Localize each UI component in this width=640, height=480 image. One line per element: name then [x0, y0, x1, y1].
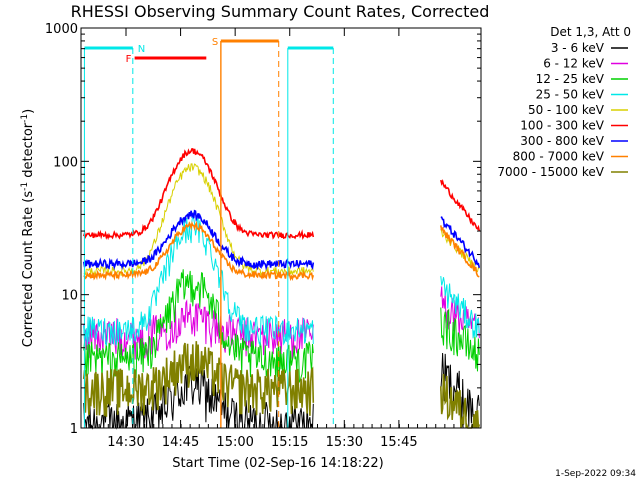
x-tick-label: 15:15	[271, 435, 308, 450]
legend-label: 25 - 50 keV	[536, 88, 605, 102]
y-axis-label-mid: detector	[21, 122, 36, 182]
series-line	[83, 215, 314, 347]
y-tick-label: 10	[61, 289, 78, 304]
annotation-label: F	[126, 54, 132, 65]
legend-label: 300 - 800 keV	[520, 134, 604, 148]
legend-label: 3 - 6 keV	[551, 41, 605, 55]
series-line	[440, 307, 480, 372]
series-line	[82, 209, 315, 271]
y-axis-label-end: )	[21, 109, 36, 114]
legend-label: 50 - 100 keV	[528, 103, 605, 117]
x-tick-label: 15:30	[326, 435, 363, 450]
x-tick-label: 15:00	[216, 435, 253, 450]
annotation-label: N	[138, 44, 145, 55]
y-axis-label-sup2: -1	[20, 114, 30, 123]
annotation-label: S	[212, 37, 218, 48]
y-axis-label-sup1: -1	[20, 182, 30, 191]
x-tick-label: 14:30	[107, 435, 144, 450]
x-axis: 14:30 14:45 15:00 15:15 15:30 15:45	[89, 28, 473, 450]
x-axis-label: Start Time (02-Sep-16 14:18:22)	[172, 456, 383, 471]
series-line	[440, 373, 481, 429]
legend-label: 6 - 12 keV	[543, 57, 605, 71]
x-tick-label: 15:45	[380, 435, 417, 450]
series-line	[82, 341, 315, 417]
chart-title: RHESSI Observing Summary Count Rates, Co…	[71, 2, 490, 21]
legend-header: Det 1,3, Att 0	[550, 25, 631, 39]
series-line	[82, 148, 315, 241]
series-line	[440, 225, 480, 278]
legend-label: 800 - 7000 keV	[513, 150, 605, 164]
series-line	[83, 269, 314, 384]
y-tick-label: 1	[70, 422, 78, 437]
series-line	[440, 178, 481, 232]
legend-label: 12 - 25 keV	[536, 72, 605, 86]
y-axis-label-main: Corrected Count Rate (s	[21, 191, 36, 348]
y-tick-label: 1000	[45, 22, 78, 37]
plot-area: NF S	[82, 37, 481, 430]
legend-label: 100 - 300 keV	[520, 119, 604, 133]
series-line	[83, 220, 315, 282]
x-tick-label: 14:45	[162, 435, 199, 450]
y-axis: 1 10 100 1000	[45, 22, 481, 437]
series-line	[440, 216, 481, 268]
footer-date: 1-Sep-2022 09:34	[555, 469, 636, 479]
y-tick-label: 100	[53, 155, 78, 170]
series-line	[440, 276, 480, 339]
legend-label: 7000 - 15000 keV	[497, 165, 604, 179]
y-axis-label: Corrected Count Rate (s-1 detector-1)	[20, 109, 36, 347]
